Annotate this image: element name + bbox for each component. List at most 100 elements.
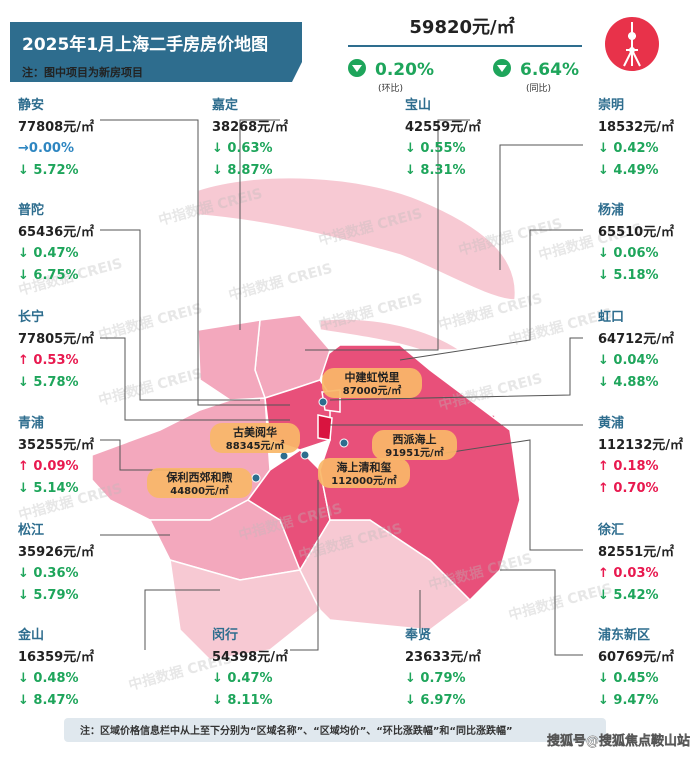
footer-box xyxy=(64,718,606,742)
district-price: 64712元/㎡ xyxy=(598,331,674,347)
district-name: 静安 xyxy=(18,97,44,113)
district-mom: ↓ 0.45% xyxy=(598,671,659,686)
leader-line xyxy=(499,144,583,270)
footer-note: 注：区域价格信息栏中从上至下分别为“区域名称”、“区域均价”、“环比涨跌幅”和“… xyxy=(80,724,513,737)
tower-icon xyxy=(629,47,635,53)
leader-line xyxy=(144,589,220,650)
project-name: 中建虹悦里 xyxy=(345,370,400,384)
district-price: 65510元/㎡ xyxy=(598,224,674,240)
district-price: 54398元/㎡ xyxy=(212,649,288,665)
district-price: 82551元/㎡ xyxy=(598,544,674,560)
labels: 静安 77808元/㎡ →0.00% ↓ 5.72% 嘉定 38268元/㎡ ↓ 0.63%… xyxy=(17,97,683,708)
district-name: 金山 xyxy=(17,627,44,643)
district-price: 35926元/㎡ xyxy=(18,544,94,560)
avg-price: 59820元/㎡ xyxy=(409,16,514,38)
district-name: 闵行 xyxy=(212,627,238,643)
title-banner xyxy=(10,22,302,82)
leader-line xyxy=(100,439,180,471)
district-mom: ↓ 0.79% xyxy=(405,671,466,686)
district-yoy: ↓ 5.72% xyxy=(18,163,79,178)
district-yoy: ↓ 8.47% xyxy=(18,693,79,708)
district-mom: ↓ 0.47% xyxy=(212,671,273,686)
project-dot xyxy=(339,438,349,448)
district-price: 77808元/㎡ xyxy=(18,119,94,135)
district-name: 宝山 xyxy=(405,97,431,113)
leader-line xyxy=(100,337,290,421)
district-mom: ↑ 0.18% xyxy=(598,459,659,474)
district-name: 徐汇 xyxy=(597,522,624,538)
district-price: 35255元/㎡ xyxy=(18,437,94,453)
leader-line xyxy=(239,119,280,330)
down-arrow xyxy=(352,65,362,72)
project-tag xyxy=(318,458,410,488)
district-name: 普陀 xyxy=(18,202,44,218)
district-price: 16359元/㎡ xyxy=(18,649,94,665)
district-name: 杨浦 xyxy=(598,202,624,218)
project-price: 112000元/㎡ xyxy=(331,474,396,487)
project-price: 44800元/㎡ xyxy=(170,484,228,497)
district-mom: ↓ 0.47% xyxy=(18,246,79,261)
district-mom: ↓ 0.04% xyxy=(598,353,659,368)
district-price: 18532元/㎡ xyxy=(598,119,674,135)
district-yoy: ↓ 6.97% xyxy=(405,693,466,708)
project-tag xyxy=(210,423,300,453)
project-price: 91951元/㎡ xyxy=(385,446,443,459)
district-mom: ↓ 0.42% xyxy=(598,141,659,156)
leader-lines xyxy=(100,119,583,656)
district-mom: ↓ 0.55% xyxy=(405,141,466,156)
down-arrow xyxy=(497,65,507,72)
district-price: 60769元/㎡ xyxy=(598,649,674,665)
district-mom: →0.00% xyxy=(18,141,74,156)
map xyxy=(91,176,521,661)
district-name: 浦东新区 xyxy=(598,627,650,643)
district-yoy: ↓ 8.87% xyxy=(212,163,273,178)
district-yoy: ↓ 8.31% xyxy=(405,163,466,178)
project-price: 87000元/㎡ xyxy=(343,384,401,397)
project-name: 海上清和玺 xyxy=(337,460,392,474)
mom: 0.20% xyxy=(375,60,434,80)
mom-label: (环比) xyxy=(378,82,403,94)
project-dot xyxy=(251,473,261,483)
district-price: 38268元/㎡ xyxy=(212,119,288,135)
district-mom: ↓ 0.06% xyxy=(598,246,659,261)
district-yoy: ↓ 6.75% xyxy=(18,268,79,283)
leader-line xyxy=(500,569,583,656)
district-name: 青浦 xyxy=(18,415,44,431)
district-mom: ↑ 0.53% xyxy=(18,353,79,368)
project-name: 古美阅华 xyxy=(233,425,277,439)
district-yoy: ↓ 4.49% xyxy=(598,163,659,178)
district-yoy: ↓ 5.42% xyxy=(598,588,659,603)
district-name: 奉贤 xyxy=(404,627,431,643)
district-price: 112132元/㎡ xyxy=(598,437,683,453)
leader-line xyxy=(399,439,583,551)
district-price: 77805元/㎡ xyxy=(18,331,94,347)
leader-line xyxy=(329,337,583,401)
leader-line xyxy=(305,119,470,351)
project-name: 西派海上 xyxy=(393,432,437,446)
district-yoy: ↑ 0.70% xyxy=(598,481,659,496)
district-price: 23633元/㎡ xyxy=(405,649,481,665)
watermark: 中指数据 CREIS xyxy=(227,260,335,304)
watermark: 中指数据 CREIS xyxy=(97,365,205,409)
title: 2025年1月上海二手房房价地图 xyxy=(22,34,268,55)
project-dot xyxy=(279,451,289,461)
district-price: 42559元/㎡ xyxy=(405,119,481,135)
project-dot xyxy=(300,450,310,460)
watermark: 中指数据 CREIS xyxy=(97,300,205,344)
district-yoy: ↓ 5.18% xyxy=(598,268,659,283)
district-name: 松江 xyxy=(18,522,44,538)
project-dot xyxy=(318,397,328,407)
district-mom: ↓ 0.63% xyxy=(212,141,273,156)
yoy: 6.64% xyxy=(520,60,579,80)
district-name: 长宁 xyxy=(18,309,44,325)
district-yoy: ↓ 4.88% xyxy=(598,375,659,390)
project-price: 88345元/㎡ xyxy=(226,439,284,452)
district-yoy: ↓ 5.79% xyxy=(18,588,79,603)
credit: 搜狐号@搜狐焦点鞍山站 xyxy=(547,733,690,749)
district-price: 65436元/㎡ xyxy=(18,224,94,240)
district-yoy: ↓ 5.78% xyxy=(18,375,79,390)
project-tag xyxy=(372,430,457,460)
project-tag xyxy=(322,368,422,398)
district-mom: ↑ 0.09% xyxy=(18,459,79,474)
